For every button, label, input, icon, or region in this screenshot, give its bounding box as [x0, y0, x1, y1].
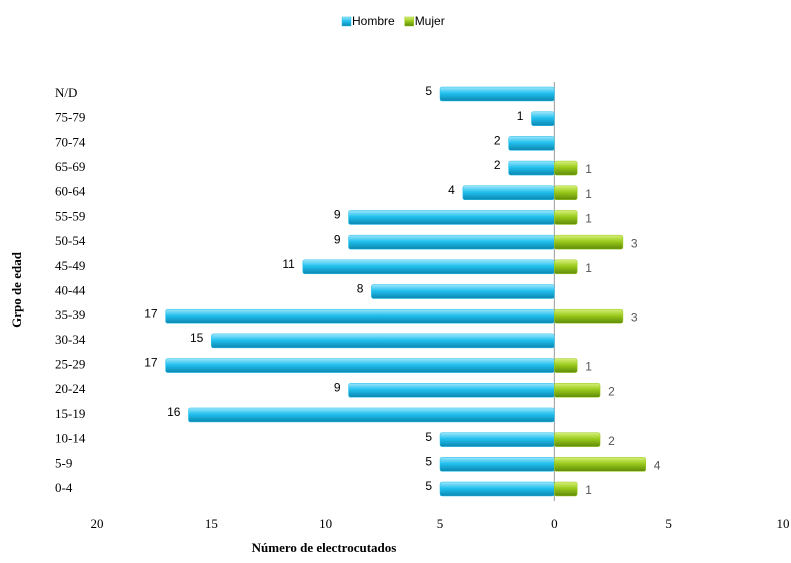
bar [348, 383, 555, 398]
y-tick-label: 55-59 [55, 208, 85, 223]
bar [508, 136, 555, 151]
bar [348, 210, 555, 225]
value-label: 9 [334, 380, 341, 394]
y-tick-label: 40-44 [55, 282, 86, 297]
value-label: 3 [631, 310, 638, 324]
y-tick-label: 5-9 [55, 455, 72, 470]
x-tick-label: 10 [777, 516, 790, 531]
value-label: 5 [425, 479, 432, 493]
legend-swatch [341, 16, 352, 27]
value-label: 4 [654, 458, 661, 472]
y-tick-label: 25-29 [55, 357, 85, 372]
value-label: 9 [334, 232, 341, 246]
value-label: 1 [585, 261, 592, 275]
bar [554, 185, 578, 200]
bar [348, 234, 555, 250]
bar [439, 432, 555, 447]
bar [554, 259, 578, 275]
value-label: 8 [357, 282, 364, 296]
y-tick-label: 30-34 [55, 332, 86, 347]
bar [531, 111, 555, 126]
value-label: 2 [494, 134, 501, 148]
bar [371, 284, 555, 299]
value-label: 11 [282, 257, 295, 271]
y-tick-label: 20-24 [55, 381, 86, 396]
bar [554, 481, 578, 497]
x-tick-label: 15 [205, 516, 218, 531]
y-tick-label: 0-4 [55, 480, 73, 495]
bar [554, 383, 601, 398]
bar [554, 308, 624, 324]
bar [211, 333, 555, 349]
y-tick-label: 60-64 [55, 184, 86, 199]
y-axis-title: Grpo de edad [9, 251, 24, 328]
value-label: 16 [167, 405, 181, 419]
bar [302, 259, 555, 275]
y-tick-label: 10-14 [55, 431, 86, 446]
x-axis-title: Número de electrocutados [252, 540, 397, 555]
value-label: 1 [585, 483, 592, 497]
y-tick-label: 50-54 [55, 233, 86, 248]
x-tick-label: 10 [319, 516, 332, 531]
y-tick-label: 35-39 [55, 307, 85, 322]
bar [462, 185, 555, 200]
value-label: 17 [144, 306, 158, 320]
value-label: 9 [334, 208, 341, 222]
bar [554, 358, 578, 373]
value-label: 4 [448, 183, 455, 197]
value-label: 15 [190, 331, 204, 345]
x-tick-label: 5 [665, 516, 672, 531]
value-label: 3 [631, 236, 638, 250]
x-tick-label: 0 [551, 516, 558, 531]
bar [554, 160, 578, 176]
bar [439, 86, 555, 102]
value-label: 2 [608, 384, 615, 398]
value-label: 5 [425, 84, 432, 98]
bar [188, 407, 555, 423]
value-label: 2 [608, 434, 615, 448]
bar [554, 234, 624, 250]
y-tick-label: 45-49 [55, 258, 85, 273]
value-label: 2 [494, 158, 501, 172]
y-tick-label: 70-74 [55, 134, 86, 149]
value-label: 1 [585, 187, 592, 201]
legend-swatch [404, 16, 414, 27]
bar [554, 210, 578, 225]
value-label: 1 [517, 109, 524, 123]
value-label: 5 [425, 430, 432, 444]
bar [554, 457, 647, 472]
bar [165, 358, 555, 373]
y-tick-label: N/D [55, 85, 77, 100]
y-tick-label: 15-19 [55, 406, 85, 421]
bar [439, 481, 555, 497]
legend-label: Hombre [352, 14, 395, 28]
bar [439, 457, 555, 472]
y-tick-label: 65-69 [55, 159, 85, 174]
value-label: 1 [585, 162, 592, 176]
x-tick-label: 5 [437, 516, 444, 531]
value-label: 1 [585, 360, 592, 374]
value-label: 17 [144, 356, 158, 370]
y-tick-label: 75-79 [55, 110, 85, 125]
bar [554, 432, 601, 447]
legend-label: Mujer [415, 14, 445, 28]
value-label: 5 [425, 454, 432, 468]
bar [165, 308, 555, 324]
value-label: 1 [585, 212, 592, 226]
x-tick-label: 20 [91, 516, 104, 531]
bar [508, 160, 555, 176]
